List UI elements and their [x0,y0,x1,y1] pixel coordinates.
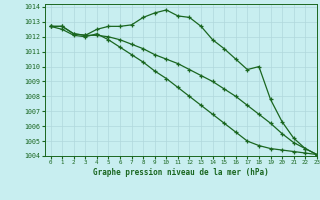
X-axis label: Graphe pression niveau de la mer (hPa): Graphe pression niveau de la mer (hPa) [93,168,269,177]
